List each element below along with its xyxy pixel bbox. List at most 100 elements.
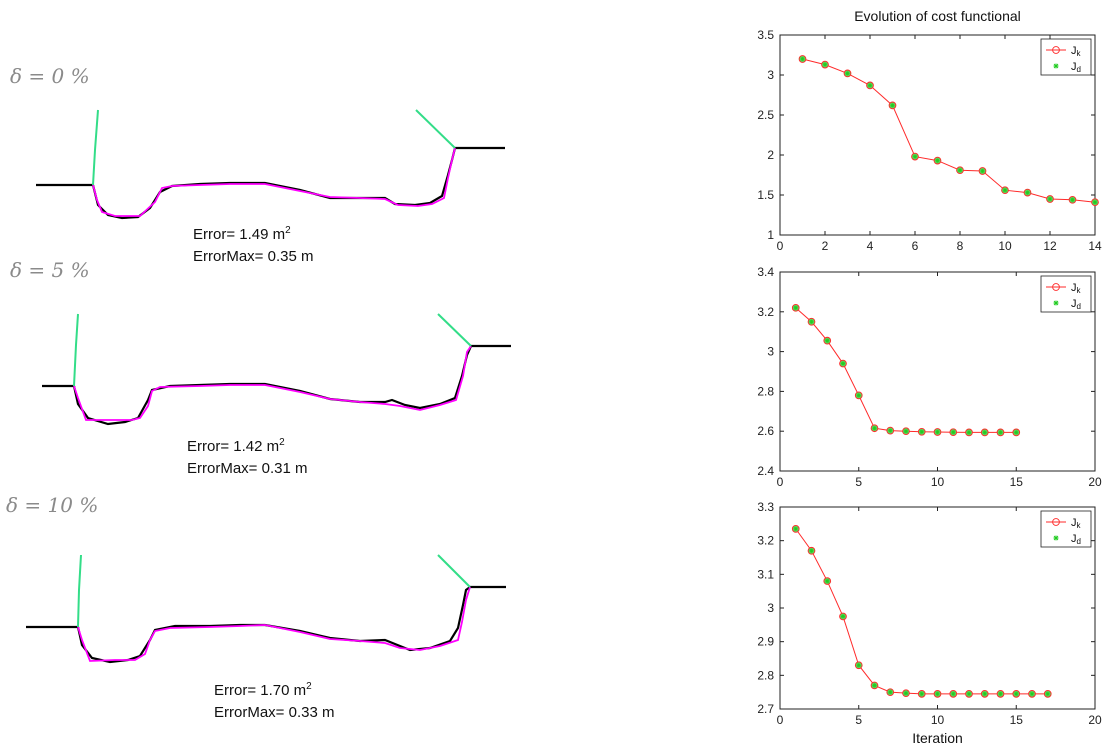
x-tick-label: 8 (957, 239, 964, 253)
x-tick-label: 10 (931, 713, 945, 727)
point-jd (1030, 691, 1034, 696)
point-jd (888, 690, 893, 695)
error-value: 1.49 m (239, 226, 286, 243)
point-jd (935, 429, 940, 434)
point-jd (1014, 430, 1019, 435)
delta-label-10: δ = 10 % (6, 493, 99, 517)
legend-box (1040, 510, 1092, 548)
legend-label-jk: Jk (1071, 282, 1082, 295)
point-jd (872, 426, 877, 431)
x-tick-label: 10 (931, 475, 945, 489)
point-jd (951, 691, 956, 696)
point-jd (1093, 200, 1097, 205)
error-label: Error= (193, 226, 236, 243)
errormax-value: 0.33 m (288, 704, 335, 721)
reconstructed-profile (77, 586, 471, 662)
point-jd (856, 393, 861, 398)
legend: Jk Jd (1040, 275, 1092, 313)
left-bank-line (73, 313, 79, 387)
error-text-0: Error= 1.49 m2 ErrorMax= 0.35 m (193, 220, 313, 268)
profile-5 (42, 313, 511, 426)
error-text-5: Error= 1.42 m2 ErrorMax= 0.31 m (187, 432, 307, 480)
point-jd (998, 430, 1003, 435)
legend-marker-jd (1053, 300, 1059, 306)
point-jd (919, 691, 924, 696)
y-tick-label: 2.6 (757, 424, 774, 438)
x-tick-label: 6 (912, 239, 919, 253)
point-jd (958, 168, 962, 173)
delta-label-0: δ = 0 % (10, 64, 90, 88)
x-tick-label: 20 (1088, 713, 1102, 727)
point-jd (1014, 691, 1019, 696)
reconstructed-profile (92, 147, 456, 217)
errormax-value: 0.35 m (267, 248, 314, 265)
x-tick-label: 15 (1010, 713, 1024, 727)
profile-10 (26, 554, 506, 664)
cost-functional-charts: 0 2 4 6 8 10 12 14 1 1.5 2 2.5 3 3.5 Evolution of cost… (757, 8, 1102, 746)
point-jd (913, 154, 917, 159)
y-tick-label: 2.8 (757, 668, 774, 682)
y-tick-label: 1 (767, 228, 774, 242)
legend-marker-jk (1052, 46, 1060, 54)
x-tick-label: 4 (867, 239, 874, 253)
y-tick-label: 3 (767, 345, 774, 359)
left-bank-line (77, 554, 82, 628)
y-tick-label: 3.4 (757, 265, 774, 279)
x-tick-label: 12 (1043, 239, 1057, 253)
error-exponent: 2 (279, 437, 285, 448)
point-jd (890, 103, 895, 108)
y-tick-label: 2 (767, 148, 774, 162)
error-label: Error= (187, 438, 230, 455)
error-label: Error= (214, 682, 257, 699)
point-jd (841, 361, 845, 366)
point-jd (980, 169, 985, 173)
point-jd (841, 614, 845, 619)
point-jd (888, 428, 893, 433)
point-jd (823, 62, 827, 67)
reconstructed-profile (73, 345, 472, 421)
y-tick-label: 3 (767, 68, 774, 82)
x-axis-label: Iteration (912, 730, 963, 746)
error-value: 1.70 m (260, 682, 307, 699)
y-tick-label: 3.1 (757, 567, 774, 581)
point-jd (1070, 197, 1075, 202)
y-tick-label: 2.7 (757, 702, 774, 716)
point-jd (856, 663, 861, 668)
profile-0 (36, 109, 505, 220)
point-jd (800, 57, 805, 61)
point-jd (809, 548, 814, 553)
x-tick-label: 0 (777, 475, 784, 489)
right-bank-line (415, 109, 456, 149)
point-jd (825, 338, 830, 343)
errormax-label: ErrorMax= (187, 460, 258, 477)
legend-marker-jd (1053, 63, 1059, 69)
legend: Jk Jd (1040, 510, 1092, 548)
point-jd (982, 430, 987, 435)
series-line-jk (802, 58, 1096, 203)
legend-marker-jk (1052, 518, 1060, 526)
point-jd (967, 691, 971, 696)
point-jd (951, 430, 956, 435)
point-jd (845, 71, 850, 76)
y-tick-label: 3.2 (757, 305, 774, 319)
y-tick-label: 3.2 (757, 534, 774, 548)
errormax-value: 0.31 m (261, 460, 308, 477)
point-jd (904, 429, 908, 434)
point-jd (1045, 691, 1050, 696)
legend-box (1040, 275, 1092, 313)
x-tick-label: 0 (777, 713, 784, 727)
point-jd (1048, 197, 1052, 201)
point-jd (904, 691, 908, 696)
y-tick-label: 3.3 (757, 500, 774, 514)
error-value: 1.42 m (233, 438, 280, 455)
legend-label-jk: Jk (1071, 517, 1082, 530)
delta-label-5: δ = 5 % (10, 258, 90, 282)
legend-label-jd: Jd (1071, 533, 1081, 546)
x-tick-label: 14 (1088, 239, 1102, 253)
chart-1: 0 5 10 15 20 2.4 2.6 2.8 3 3.2 3.4 Jk Jd (757, 265, 1102, 489)
point-jd (809, 319, 814, 324)
x-tick-label: 10 (998, 239, 1012, 253)
true-profile (42, 344, 511, 426)
x-tick-label: 0 (777, 239, 784, 253)
point-jd (919, 429, 924, 434)
